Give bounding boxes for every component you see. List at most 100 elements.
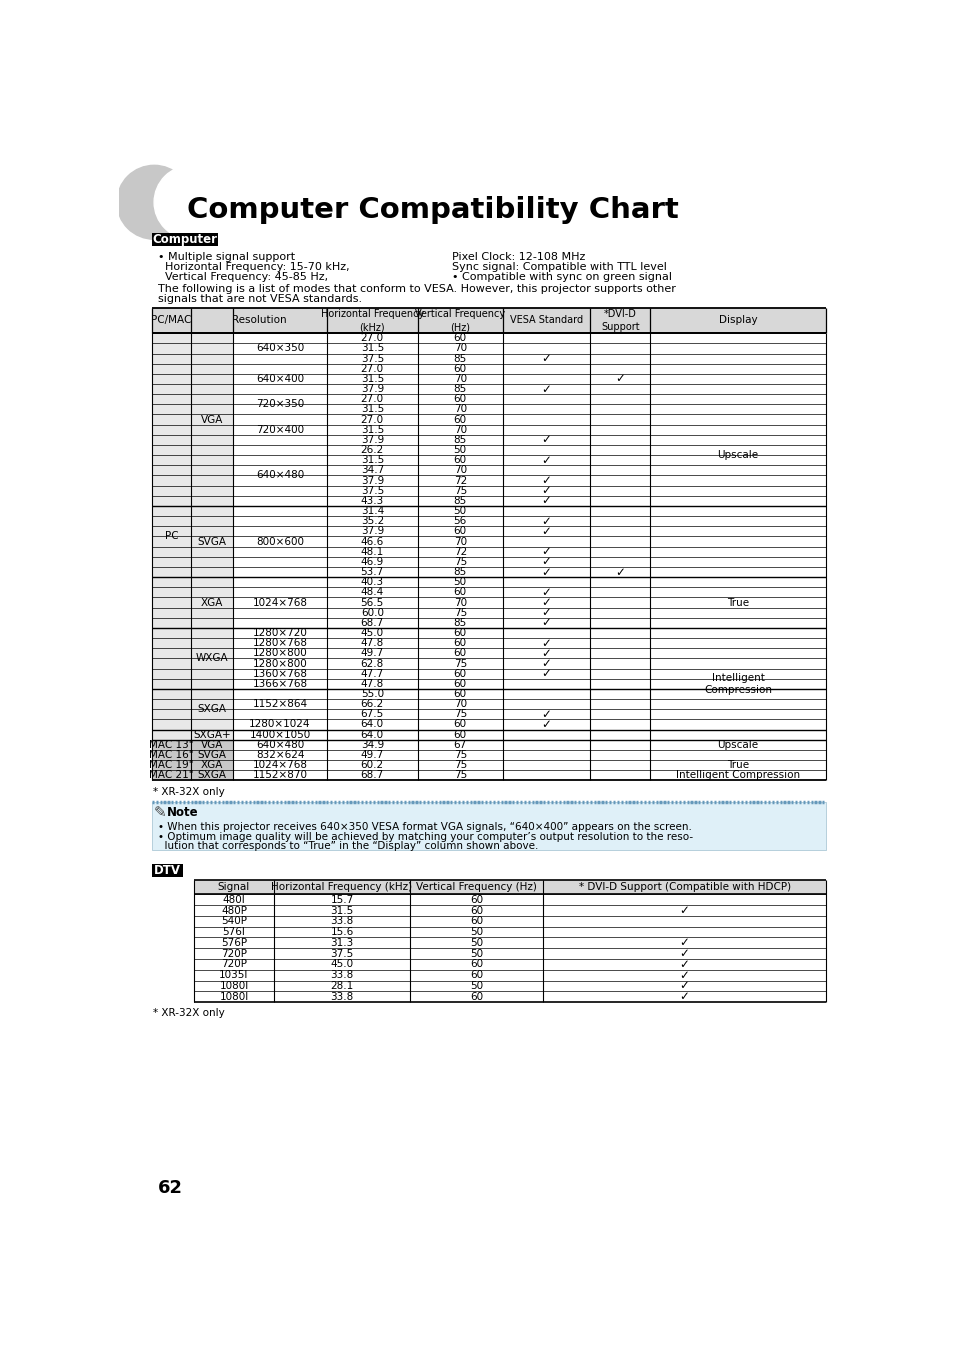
- Text: SXGA: SXGA: [197, 771, 227, 780]
- Text: Horizontal Frequency: 15-70 kHz,: Horizontal Frequency: 15-70 kHz,: [158, 261, 349, 272]
- Text: 60: 60: [454, 669, 466, 679]
- Text: 37.9: 37.9: [360, 435, 383, 445]
- Text: 67.5: 67.5: [360, 710, 383, 719]
- Text: 56: 56: [453, 516, 466, 526]
- Text: 33.8: 33.8: [330, 971, 354, 980]
- Text: 68.7: 68.7: [360, 618, 383, 627]
- Text: Signal: Signal: [217, 883, 250, 892]
- Circle shape: [117, 165, 192, 239]
- Text: VGA: VGA: [201, 415, 223, 425]
- Text: 60: 60: [454, 395, 466, 404]
- Text: 64.0: 64.0: [360, 730, 383, 740]
- Text: 15.6: 15.6: [330, 927, 354, 937]
- Text: MAC 16": MAC 16": [150, 750, 193, 760]
- Text: 60: 60: [454, 649, 466, 658]
- Text: 1400×1050: 1400×1050: [249, 730, 311, 740]
- Text: 27.0: 27.0: [360, 415, 383, 425]
- Text: 48.1: 48.1: [360, 546, 383, 557]
- FancyBboxPatch shape: [152, 750, 233, 760]
- Text: 720P: 720P: [221, 960, 247, 969]
- Text: 48.4: 48.4: [360, 587, 383, 598]
- Text: 33.8: 33.8: [330, 917, 354, 926]
- Text: 60: 60: [454, 719, 466, 730]
- Text: 60: 60: [454, 333, 466, 343]
- Text: 72: 72: [453, 476, 466, 485]
- Text: 28.1: 28.1: [330, 982, 354, 991]
- Text: 480I: 480I: [222, 895, 245, 904]
- Text: 31.5: 31.5: [360, 343, 383, 353]
- Text: ✓: ✓: [541, 515, 551, 527]
- Text: ✓: ✓: [541, 617, 551, 629]
- Text: XGA: XGA: [201, 760, 223, 771]
- Text: 31.5: 31.5: [360, 425, 383, 435]
- Text: 1024×768: 1024×768: [253, 598, 307, 607]
- Text: Intelligent Compression: Intelligent Compression: [676, 771, 800, 780]
- Text: Vertical Frequency: 45-85 Hz,: Vertical Frequency: 45-85 Hz,: [158, 272, 328, 281]
- Text: 60: 60: [454, 690, 466, 699]
- Text: 35.2: 35.2: [360, 516, 383, 526]
- Text: ✓: ✓: [541, 637, 551, 650]
- Text: 62.8: 62.8: [360, 658, 383, 668]
- Text: 47.8: 47.8: [360, 679, 383, 688]
- Text: 832×624: 832×624: [255, 750, 304, 760]
- Text: 31.5: 31.5: [360, 375, 383, 384]
- Text: 576P: 576P: [221, 938, 247, 948]
- Text: 75: 75: [453, 750, 466, 760]
- Text: WXGA: WXGA: [195, 653, 229, 664]
- Text: 50: 50: [470, 938, 482, 948]
- Text: SVGA: SVGA: [197, 537, 227, 546]
- Text: 60.2: 60.2: [360, 760, 383, 771]
- Text: 37.5: 37.5: [330, 949, 354, 959]
- Text: True: True: [726, 598, 748, 607]
- Text: 49.7: 49.7: [360, 750, 383, 760]
- Text: ✓: ✓: [541, 708, 551, 721]
- Text: Vertical Frequency (Hz): Vertical Frequency (Hz): [416, 883, 537, 892]
- Text: ✓: ✓: [541, 596, 551, 608]
- Text: ✓: ✓: [679, 937, 689, 949]
- Text: 43.3: 43.3: [360, 496, 383, 506]
- Text: ✓: ✓: [679, 959, 689, 971]
- Text: * DVI-D Support (Compatible with HDCP): * DVI-D Support (Compatible with HDCP): [578, 883, 790, 892]
- Text: 40.3: 40.3: [360, 577, 383, 587]
- FancyBboxPatch shape: [152, 233, 217, 246]
- Text: 49.7: 49.7: [360, 649, 383, 658]
- Text: 67: 67: [453, 740, 466, 750]
- Text: • Optimum image quality will be achieved by matching your computer’s output reso: • Optimum image quality will be achieved…: [158, 831, 693, 842]
- Text: 34.7: 34.7: [360, 465, 383, 476]
- Text: 1360×768: 1360×768: [253, 669, 307, 679]
- Text: MAC 13": MAC 13": [150, 740, 193, 750]
- Text: *DVI-D
Support: *DVI-D Support: [600, 308, 639, 333]
- Text: Sync signal: Compatible with TTL level: Sync signal: Compatible with TTL level: [452, 261, 667, 272]
- Text: 480P: 480P: [221, 906, 247, 915]
- Text: ✓: ✓: [541, 495, 551, 507]
- Text: 75: 75: [453, 485, 466, 496]
- Text: Upscale: Upscale: [717, 450, 758, 460]
- Text: 1280×800: 1280×800: [253, 649, 307, 658]
- Text: 85: 85: [453, 354, 466, 364]
- Text: ✓: ✓: [541, 585, 551, 599]
- Text: 64.0: 64.0: [360, 719, 383, 730]
- Text: 75: 75: [453, 710, 466, 719]
- Text: 50: 50: [470, 927, 482, 937]
- Text: 75: 75: [453, 771, 466, 780]
- Text: ✓: ✓: [541, 545, 551, 558]
- Text: 60: 60: [470, 992, 482, 1002]
- Text: 45.0: 45.0: [360, 629, 383, 638]
- Text: Resolution: Resolution: [232, 315, 286, 326]
- Text: lution that corresponds to “True” in the “Display” column shown above.: lution that corresponds to “True” in the…: [158, 841, 537, 852]
- Text: ✓: ✓: [679, 904, 689, 917]
- Text: 50: 50: [454, 506, 466, 516]
- Text: 1080I: 1080I: [219, 982, 249, 991]
- Text: • When this projector receives 640×350 VESA format VGA signals, “640×400” appear: • When this projector receives 640×350 V…: [158, 822, 691, 831]
- Text: 60: 60: [454, 679, 466, 688]
- Text: ✓: ✓: [541, 525, 551, 538]
- Text: 70: 70: [454, 699, 466, 710]
- Text: 37.5: 37.5: [360, 485, 383, 496]
- Text: 31.4: 31.4: [360, 506, 383, 516]
- Text: 70: 70: [454, 343, 466, 353]
- Text: 66.2: 66.2: [360, 699, 383, 710]
- Text: 640×480: 640×480: [255, 470, 304, 480]
- Text: 46.9: 46.9: [360, 557, 383, 566]
- Text: Computer: Computer: [152, 233, 217, 246]
- Text: 31.5: 31.5: [330, 906, 354, 915]
